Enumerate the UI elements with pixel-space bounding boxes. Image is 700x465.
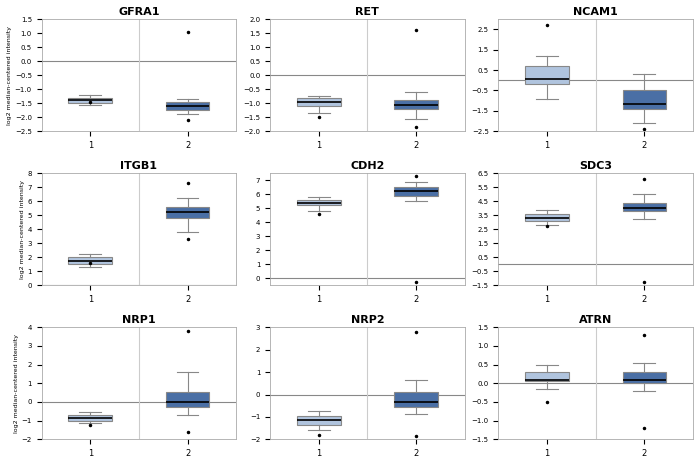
Title: ITGB1: ITGB1 <box>120 161 158 171</box>
Y-axis label: log2 median-centered intensity: log2 median-centered intensity <box>14 334 19 433</box>
PathPatch shape <box>297 98 341 106</box>
PathPatch shape <box>166 392 209 407</box>
PathPatch shape <box>69 257 112 264</box>
PathPatch shape <box>69 415 112 421</box>
PathPatch shape <box>394 187 438 196</box>
Title: GFRA1: GFRA1 <box>118 7 160 17</box>
Title: ATRN: ATRN <box>579 315 612 325</box>
PathPatch shape <box>525 214 569 221</box>
PathPatch shape <box>166 102 209 110</box>
Y-axis label: log2 median-centered intensity: log2 median-centered intensity <box>7 26 12 125</box>
Title: NRP1: NRP1 <box>122 315 155 325</box>
Title: CDH2: CDH2 <box>350 161 384 171</box>
Title: NCAM1: NCAM1 <box>573 7 618 17</box>
PathPatch shape <box>622 203 666 211</box>
Title: SDC3: SDC3 <box>579 161 612 171</box>
PathPatch shape <box>394 100 438 109</box>
PathPatch shape <box>525 66 569 84</box>
Title: RET: RET <box>356 7 379 17</box>
PathPatch shape <box>297 416 341 425</box>
Y-axis label: log2 median-centered intensity: log2 median-centered intensity <box>20 179 25 279</box>
PathPatch shape <box>622 90 666 109</box>
PathPatch shape <box>394 392 438 407</box>
PathPatch shape <box>525 372 569 381</box>
PathPatch shape <box>69 98 112 103</box>
Title: NRP2: NRP2 <box>351 315 384 325</box>
PathPatch shape <box>166 207 209 218</box>
PathPatch shape <box>622 372 666 383</box>
PathPatch shape <box>297 200 341 206</box>
